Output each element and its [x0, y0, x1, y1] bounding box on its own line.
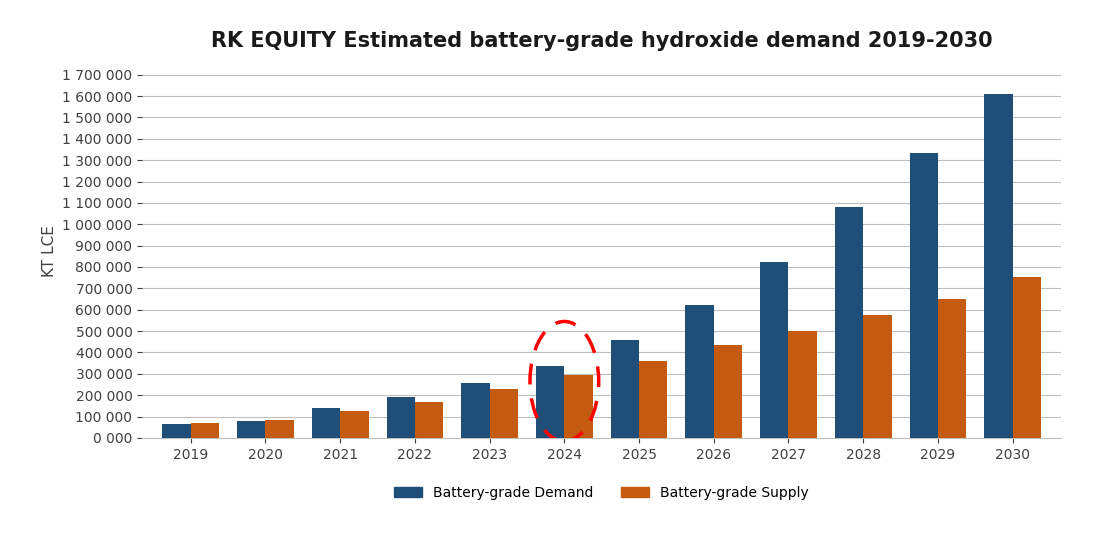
Bar	[789, 331, 817, 438]
Bar	[237, 421, 266, 438]
Bar	[490, 389, 519, 438]
Bar	[835, 207, 863, 438]
Bar	[312, 408, 340, 438]
Y-axis label: KT LCE: KT LCE	[42, 225, 57, 277]
Bar	[386, 397, 415, 438]
Bar	[162, 424, 190, 438]
Bar	[190, 423, 219, 438]
Bar	[1013, 277, 1041, 438]
Bar	[610, 340, 639, 438]
Bar	[685, 305, 713, 438]
Bar	[639, 361, 667, 438]
Bar	[565, 375, 593, 438]
Bar	[340, 411, 369, 438]
Bar	[909, 153, 938, 438]
Bar	[536, 366, 565, 438]
Bar	[266, 420, 294, 438]
Bar	[462, 383, 490, 438]
Bar	[415, 402, 443, 438]
Bar	[863, 315, 892, 438]
Bar	[760, 262, 789, 438]
Bar	[938, 299, 966, 438]
Legend: Battery-grade Demand, Battery-grade Supply: Battery-grade Demand, Battery-grade Supp…	[388, 481, 815, 506]
Title: RK EQUITY Estimated battery-grade hydroxide demand 2019-2030: RK EQUITY Estimated battery-grade hydrox…	[211, 32, 992, 51]
Bar	[713, 345, 742, 438]
Bar	[985, 94, 1013, 438]
